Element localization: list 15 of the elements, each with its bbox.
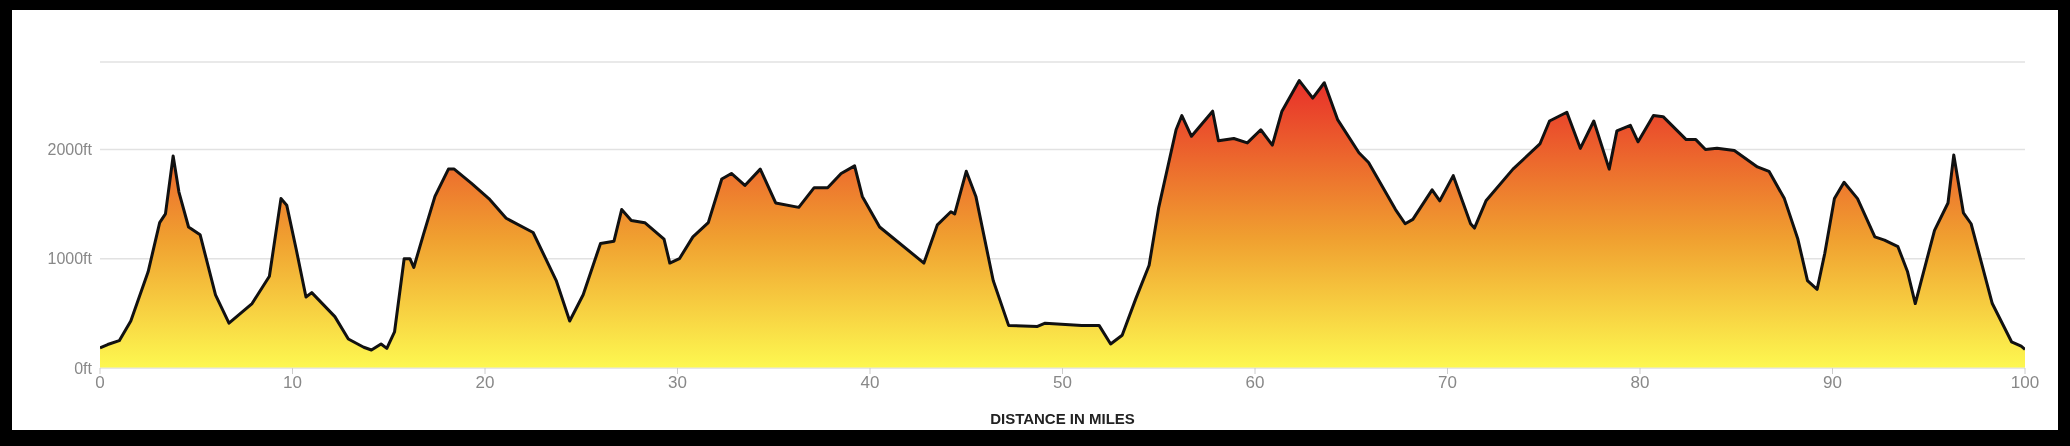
y-tick-label: 0ft [74, 359, 93, 377]
x-tick-label: 80 [1630, 373, 1650, 393]
x-tick-label: 50 [1053, 373, 1072, 393]
x-tick-label: 90 [1823, 373, 1842, 393]
x-tick-label: 0 [95, 373, 105, 393]
x-tick-label: 60 [1245, 373, 1265, 393]
x-axis-title: DISTANCE IN MILES [990, 410, 1135, 427]
x-tick-label: 30 [668, 373, 687, 393]
x-tick-label: 10 [283, 373, 302, 393]
x-tick-label: 100 [2010, 373, 2040, 393]
x-tick-label: 40 [860, 373, 880, 393]
y-tick-label: 1000ft [47, 250, 93, 268]
x-tick-label: 70 [1438, 373, 1457, 393]
y-tick-label: 2000ft [47, 141, 93, 159]
x-tick-label: 20 [475, 373, 495, 393]
